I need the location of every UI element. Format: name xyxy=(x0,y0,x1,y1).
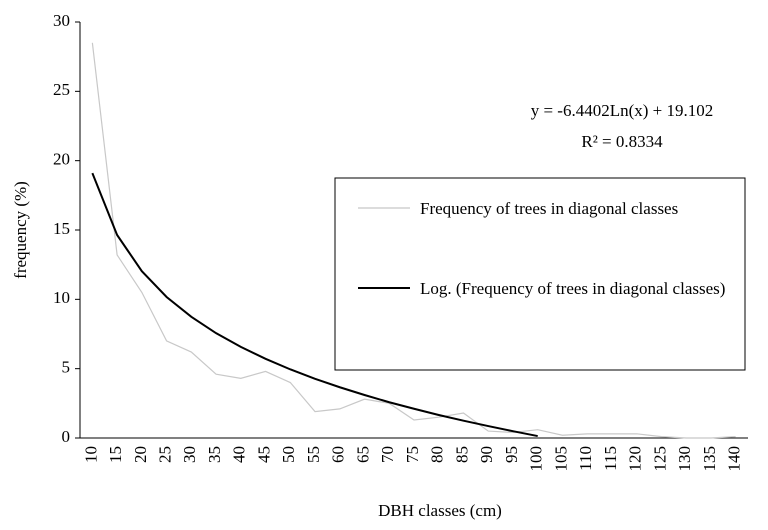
x-tick-label: 115 xyxy=(601,446,620,471)
x-tick-label: 70 xyxy=(378,446,397,463)
x-tick-label: 85 xyxy=(452,446,471,463)
legend-label: Frequency of trees in diagonal classes xyxy=(420,199,679,218)
y-tick-label: 10 xyxy=(53,288,70,307)
x-tick-label: 120 xyxy=(626,446,645,472)
x-tick-label: 75 xyxy=(403,446,422,463)
x-tick-label: 65 xyxy=(353,446,372,463)
y-tick-label: 30 xyxy=(53,11,70,30)
y-tick-label: 25 xyxy=(53,80,70,99)
series-line xyxy=(91,42,736,439)
x-tick-label: 20 xyxy=(131,446,150,463)
r-squared: R² = 0.8334 xyxy=(581,132,663,151)
x-axis-title: DBH classes (cm) xyxy=(378,501,502,520)
y-tick-label: 5 xyxy=(62,358,71,377)
x-tick-label: 125 xyxy=(650,446,669,472)
x-tick-label: 55 xyxy=(304,446,323,463)
equation: y = -6.4402Ln(x) + 19.102 xyxy=(531,101,714,120)
series-line xyxy=(91,172,538,438)
x-tick-label: 80 xyxy=(428,446,447,463)
x-tick-label: 140 xyxy=(725,446,744,472)
x-tick-label: 95 xyxy=(502,446,521,463)
y-tick-label: 0 xyxy=(62,427,71,446)
y-axis-title: frequency (%) xyxy=(11,181,30,279)
y-tick-label: 20 xyxy=(53,150,70,169)
legend-box xyxy=(334,177,746,371)
x-tick-label: 30 xyxy=(180,446,199,463)
x-tick-label: 130 xyxy=(675,446,694,472)
x-tick-label: 25 xyxy=(155,446,174,463)
x-tick-label: 50 xyxy=(279,446,298,463)
x-tick-label: 15 xyxy=(106,446,125,463)
x-tick-label: 35 xyxy=(205,446,224,463)
legend-label: Log. (Frequency of trees in diagonal cla… xyxy=(420,279,726,298)
x-tick-label: 105 xyxy=(551,446,570,472)
x-tick-label: 90 xyxy=(477,446,496,463)
x-tick-label: 135 xyxy=(700,446,719,472)
y-tick-label: 15 xyxy=(53,219,70,238)
x-tick-label: 45 xyxy=(254,446,273,463)
x-tick-label: 100 xyxy=(527,446,546,472)
x-tick-label: 40 xyxy=(230,446,249,463)
x-tick-label: 60 xyxy=(329,446,348,463)
x-tick-label: 110 xyxy=(576,446,595,471)
x-tick-label: 10 xyxy=(81,446,100,463)
